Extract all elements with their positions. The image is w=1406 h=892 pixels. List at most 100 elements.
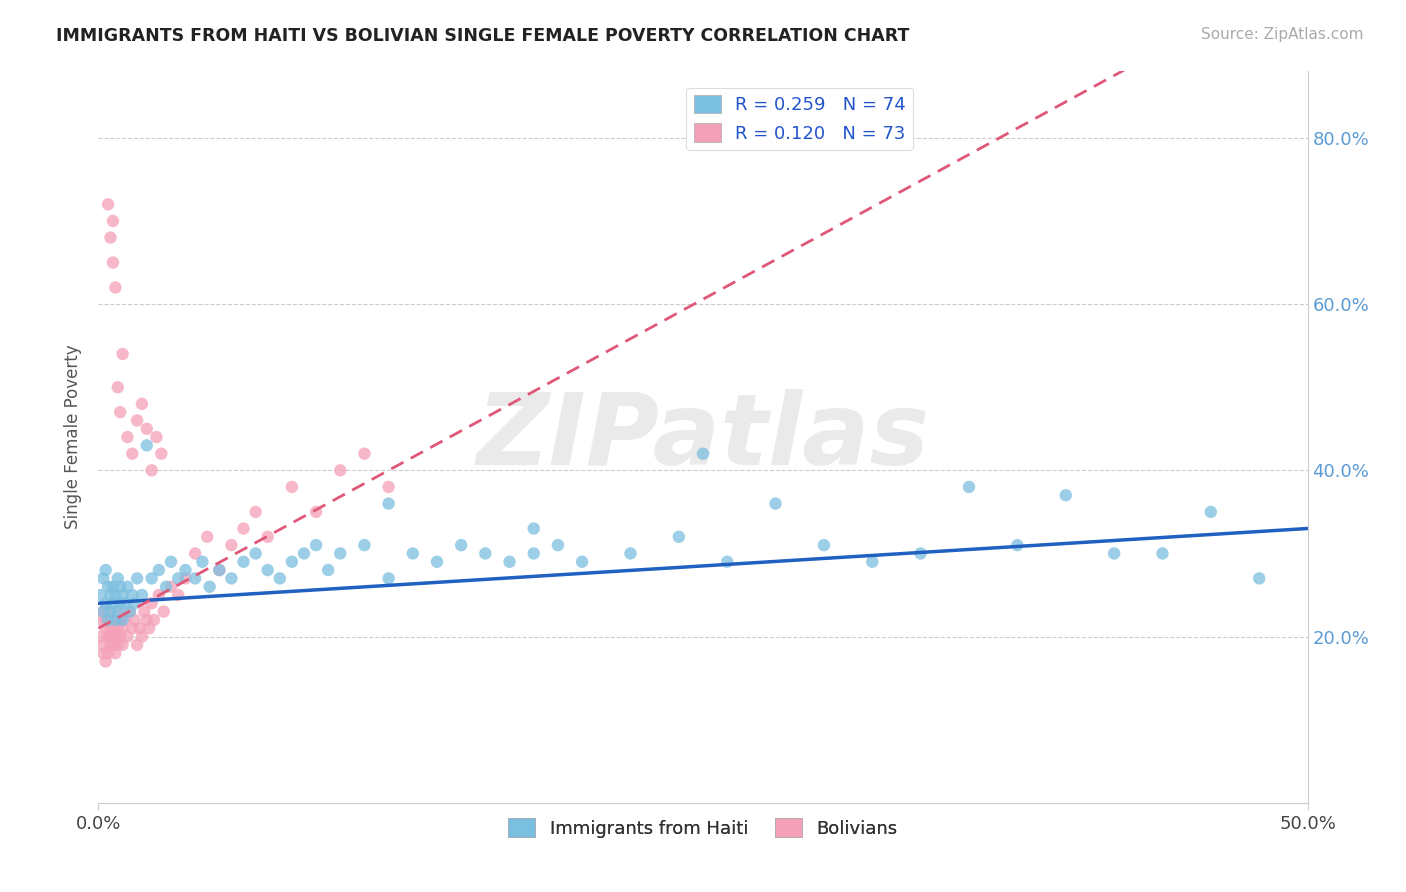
Point (316, 563, 339, 577)
Point (97, 580, 120, 594)
Point (91, 605, 114, 619)
Point (353, 447, 375, 461)
Point (111, 613, 134, 627)
Point (148, 588, 170, 602)
Point (184, 571, 207, 585)
Point (957, 480, 980, 494)
Point (97, 630, 120, 644)
Point (101, 596, 124, 610)
Point (765, 497, 787, 511)
Point (402, 546, 425, 560)
Point (245, 546, 267, 560)
Point (305, 505, 328, 519)
Point (450, 538, 472, 552)
Point (155, 580, 177, 594)
Point (94, 621, 117, 635)
Point (94, 613, 117, 627)
Point (104, 613, 127, 627)
Point (100, 588, 122, 602)
Point (118, 605, 141, 619)
Point (174, 571, 197, 585)
Point (208, 563, 231, 577)
Point (716, 555, 738, 569)
Point (145, 430, 167, 444)
Point (127, 413, 149, 427)
Text: Source: ZipAtlas.com: Source: ZipAtlas.com (1201, 27, 1364, 42)
Point (107, 380, 129, 394)
Point (124, 613, 146, 627)
Point (108, 613, 131, 627)
Point (108, 630, 131, 644)
Point (114, 596, 136, 610)
Point (167, 571, 190, 585)
Point (107, 605, 129, 619)
Point (104, 613, 127, 627)
Point (97, 613, 120, 627)
Point (111, 588, 134, 602)
Point (101, 580, 124, 594)
Point (329, 463, 352, 477)
Point (232, 521, 254, 535)
Point (100, 230, 122, 244)
Point (813, 538, 835, 552)
Point (101, 638, 124, 652)
Point (377, 571, 399, 585)
Point (117, 580, 139, 594)
Point (195, 530, 218, 544)
Point (101, 255, 124, 269)
Point (1152, 546, 1174, 560)
Point (91, 571, 114, 585)
Point (131, 588, 153, 602)
Point (619, 546, 641, 560)
Point (860, 555, 883, 569)
Point (124, 596, 146, 610)
Point (148, 563, 170, 577)
Point (198, 580, 221, 594)
Point (191, 555, 214, 569)
Point (134, 605, 156, 619)
Point (111, 621, 134, 635)
Point (91, 646, 114, 660)
Point (232, 555, 254, 569)
Point (101, 613, 124, 627)
Point (121, 447, 143, 461)
Point (90, 630, 112, 644)
Point (107, 605, 129, 619)
Point (108, 596, 131, 610)
Point (90, 588, 112, 602)
Point (141, 463, 163, 477)
Point (135, 438, 157, 452)
Point (127, 571, 149, 585)
Point (547, 538, 569, 552)
Point (117, 630, 139, 644)
Point (474, 546, 496, 560)
Point (128, 621, 150, 635)
Point (141, 596, 163, 610)
Point (160, 555, 183, 569)
Point (111, 638, 134, 652)
Point (256, 530, 278, 544)
Point (668, 530, 690, 544)
Point (1054, 488, 1077, 502)
Point (174, 563, 197, 577)
Point (281, 555, 304, 569)
Point (114, 613, 136, 627)
Point (104, 646, 127, 660)
Point (131, 630, 153, 644)
Point (184, 546, 207, 560)
Point (498, 555, 520, 569)
Point (571, 555, 593, 569)
Point (100, 630, 122, 644)
Point (104, 588, 127, 602)
Point (141, 571, 163, 585)
Point (111, 347, 134, 361)
Point (104, 280, 127, 294)
Point (91, 638, 114, 652)
Point (100, 605, 122, 619)
Point (377, 480, 399, 494)
Point (90, 613, 112, 627)
Point (108, 580, 131, 594)
Point (1249, 571, 1271, 585)
Point (167, 588, 190, 602)
Point (256, 563, 278, 577)
